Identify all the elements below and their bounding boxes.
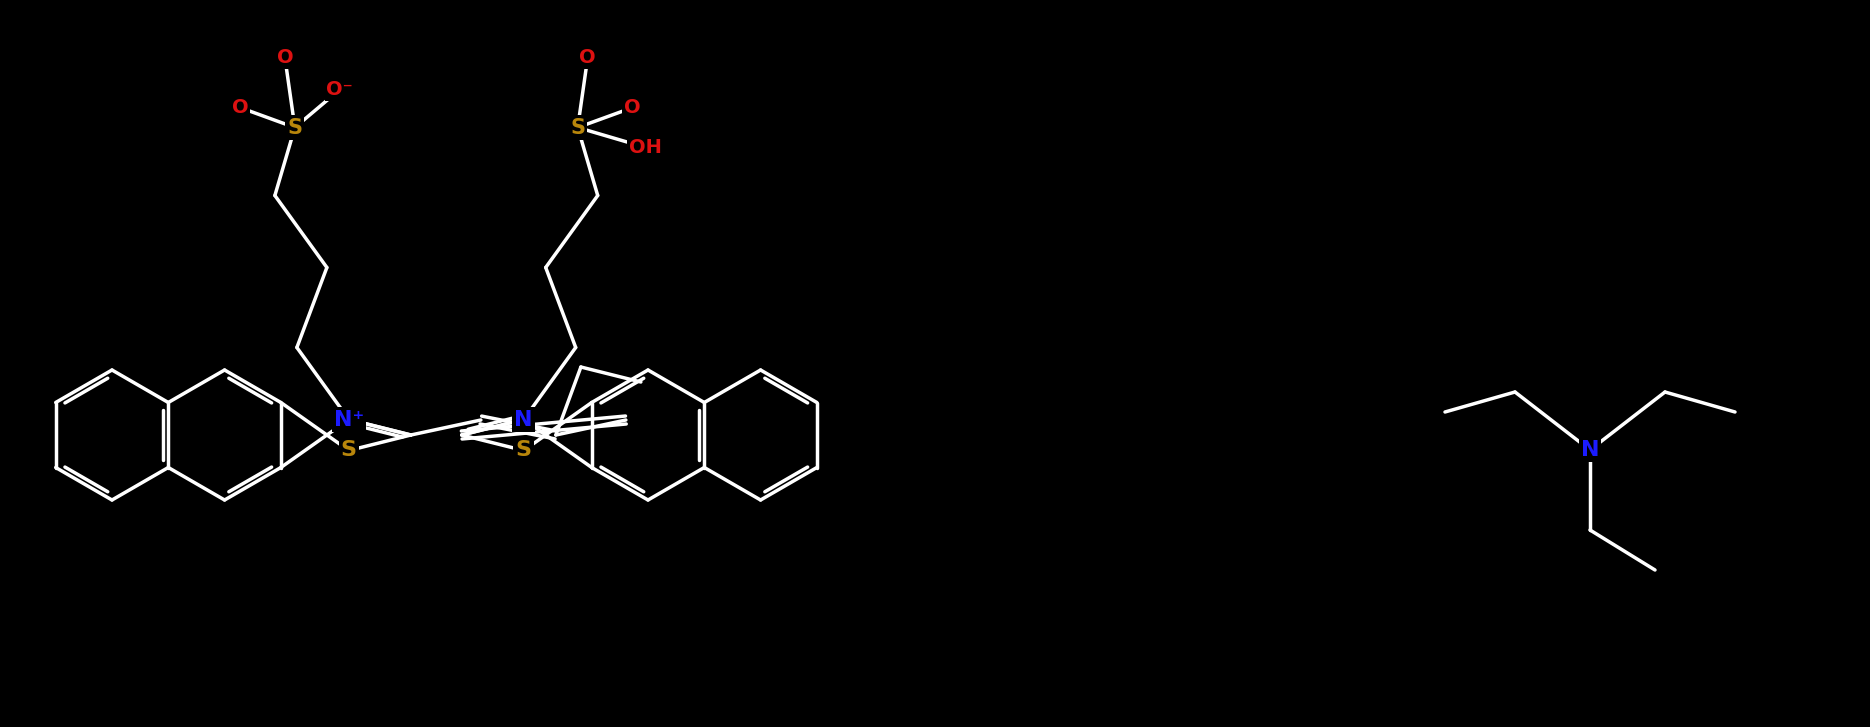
Text: O: O bbox=[277, 48, 294, 67]
Text: N: N bbox=[514, 409, 533, 430]
Text: O: O bbox=[232, 98, 249, 117]
Text: S: S bbox=[340, 441, 357, 460]
Text: N⁺: N⁺ bbox=[333, 409, 365, 430]
Text: N: N bbox=[1580, 440, 1599, 460]
Text: O: O bbox=[580, 48, 597, 67]
Text: OH: OH bbox=[630, 138, 662, 157]
Text: S: S bbox=[516, 441, 531, 460]
Text: O: O bbox=[625, 98, 641, 117]
Text: O⁻: O⁻ bbox=[327, 80, 353, 99]
Text: S: S bbox=[570, 118, 585, 137]
Text: S: S bbox=[288, 118, 303, 137]
